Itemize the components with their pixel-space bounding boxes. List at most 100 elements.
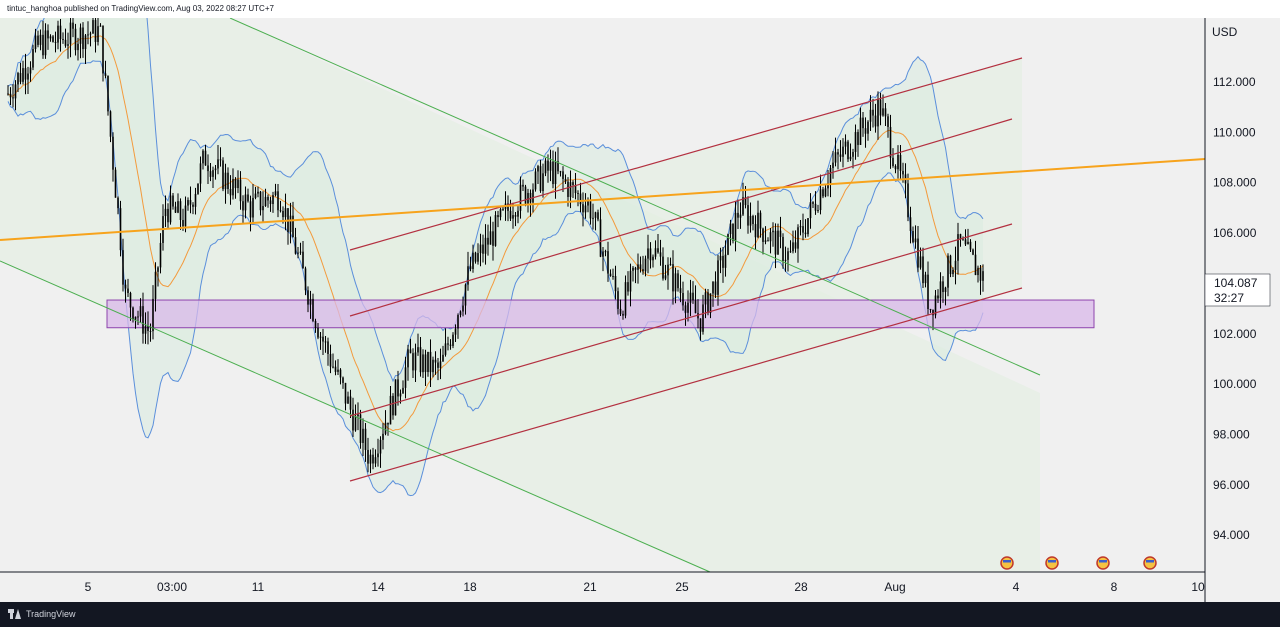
candle-body: [592, 217, 594, 219]
candle-body: [157, 267, 159, 272]
candle-body: [44, 30, 47, 56]
event-flag-icon[interactable]: [1000, 556, 1014, 570]
candle-body: [294, 237, 297, 254]
event-flag-stripe: [1146, 560, 1154, 563]
candle-body: [792, 242, 794, 252]
candle-body: [974, 254, 977, 276]
candle-body: [372, 454, 374, 464]
candle-body: [84, 35, 87, 50]
candle-body: [264, 196, 267, 207]
candle-body: [222, 160, 224, 190]
candle-body: [112, 136, 114, 170]
candle-body: [497, 215, 499, 218]
candle-body: [399, 393, 402, 397]
candle-body: [917, 238, 919, 268]
candle-body: [829, 168, 832, 183]
candle-body: [882, 108, 884, 116]
candle-body: [127, 288, 129, 293]
candle-body: [479, 244, 482, 254]
candle-body: [642, 269, 644, 272]
candle-body: [379, 439, 382, 454]
candle-body: [814, 203, 817, 211]
candle-body: [142, 306, 144, 334]
candle-body: [944, 287, 947, 293]
candle-body: [609, 273, 612, 277]
candle-body: [779, 230, 782, 237]
candle-body: [647, 248, 649, 259]
candle-body: [77, 43, 79, 51]
orange-trend-line: [0, 158, 1206, 241]
candle-body: [827, 182, 829, 189]
candle-body: [869, 109, 872, 122]
candle-body: [24, 68, 27, 80]
candle-body: [467, 266, 469, 285]
candle-body: [487, 237, 489, 245]
candle-body: [102, 25, 104, 74]
event-flag-icon[interactable]: [1143, 556, 1157, 570]
candle-body: [107, 75, 109, 112]
candle-body: [307, 290, 309, 305]
candle-body: [817, 210, 819, 212]
tradingview-logo[interactable]: TradingView: [8, 609, 76, 619]
price-chart[interactable]: USD 94.000 96.000 98.000 100.000 102.000 104.…: [0, 18, 1280, 602]
event-flag-icon[interactable]: [1045, 556, 1059, 570]
x-tick-label: 28: [794, 580, 808, 594]
candle-body: [839, 154, 842, 157]
candle-body: [604, 251, 607, 253]
candle-body: [462, 305, 464, 312]
event-flag-stripe: [1048, 560, 1056, 563]
candle-body: [672, 264, 674, 292]
candle-body: [147, 326, 149, 332]
candle-body: [749, 215, 752, 226]
candle-body: [509, 210, 512, 219]
tradingview-logo-icon: [8, 609, 22, 619]
candle-body: [599, 219, 602, 257]
candle-body: [857, 132, 859, 145]
y-tick-label: 108.000: [1213, 176, 1257, 190]
event-flag-icon[interactable]: [1096, 556, 1110, 570]
candle-body: [57, 25, 59, 43]
candle-body: [542, 173, 544, 192]
x-tick-label: 11: [252, 580, 265, 594]
candle-body: [494, 215, 497, 246]
candle-body: [849, 156, 852, 160]
ascending-channel-mid-upper: [349, 118, 1013, 317]
candle-body: [412, 353, 414, 371]
candle-body: [437, 362, 439, 368]
candle-body: [524, 186, 527, 204]
candle-body: [232, 179, 234, 196]
candle-body: [167, 208, 169, 223]
candle-body: [557, 161, 559, 172]
candle-body: [912, 230, 914, 243]
candle-body: [582, 204, 584, 213]
candle-body: [244, 194, 247, 211]
candle-body: [712, 281, 714, 294]
candle-body: [492, 231, 494, 246]
candle-body: [934, 295, 937, 316]
axes: USD: [0, 18, 1238, 602]
candle-body: [392, 395, 394, 416]
candle-body: [427, 351, 429, 373]
candle-body: [679, 288, 682, 293]
x-tick-label: 10: [1191, 580, 1205, 594]
candle-body: [589, 201, 592, 219]
candle-body: [172, 195, 174, 207]
candle-body: [552, 161, 554, 185]
candle-body: [612, 276, 614, 278]
candle-body: [634, 267, 637, 270]
last-price-box: [1204, 273, 1271, 307]
candle-body: [707, 292, 709, 313]
candle-body: [692, 292, 694, 301]
candle-body: [632, 267, 634, 271]
candle-body: [389, 395, 392, 425]
candle-body: [194, 193, 197, 207]
candle-body: [714, 281, 717, 295]
candle-body: [212, 170, 214, 177]
candle-body: [27, 73, 29, 80]
candle-body: [197, 183, 199, 194]
event-flag-dot: [1143, 556, 1157, 570]
bollinger-fill: [8, 18, 983, 496]
candle-body: [422, 354, 424, 373]
candle-body: [377, 453, 379, 458]
event-markers[interactable]: [1000, 556, 1157, 570]
